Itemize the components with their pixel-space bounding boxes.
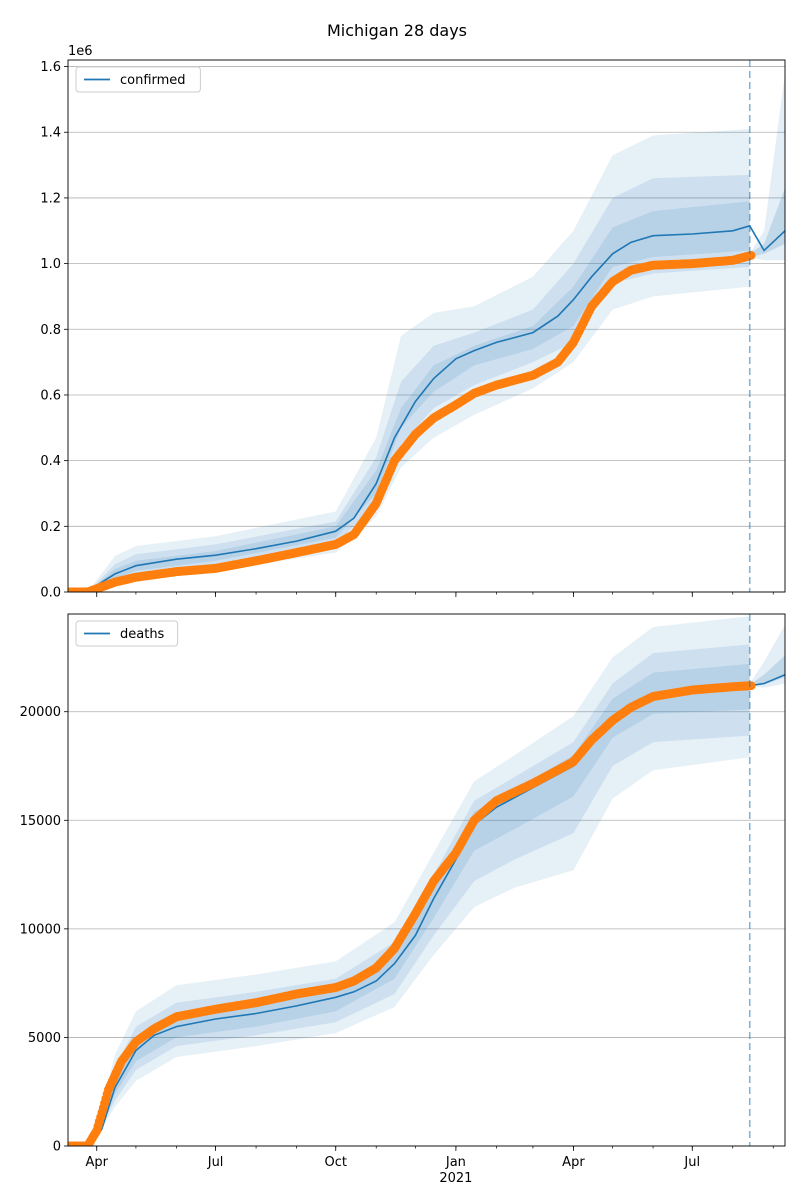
legend-box — [75, 620, 179, 647]
observed-series — [68, 250, 756, 592]
x-tick-label: Apr — [85, 1155, 108, 1170]
y-tick-label: 1.0 — [40, 257, 61, 272]
legend-label: confirmed — [120, 73, 186, 88]
uncertainty-band-inner — [68, 201, 750, 592]
y-tick-label: 0.8 — [40, 323, 61, 338]
legend: confirmed — [75, 66, 201, 93]
y-tick-label: 15000 — [20, 814, 61, 829]
median-line — [68, 224, 785, 592]
legend: deaths — [75, 620, 179, 647]
plot-area — [68, 73, 785, 592]
y-tick-label: 10000 — [20, 922, 61, 937]
plot-area — [68, 616, 785, 1146]
uncertainty-band-middle — [68, 174, 750, 592]
y-tick-label: 20000 — [20, 705, 61, 720]
y-tick-label: 1.2 — [40, 191, 61, 206]
confirmed-panel: 0.0 0.2 0.4 0.6 0.8 1.0 1.2 1.4 1.6 1e6 confirmed — [40, 44, 786, 601]
x-tick-label: Jan — [445, 1155, 466, 1170]
y-tick-label: 1.4 — [40, 126, 61, 141]
x-tick-label: Oct — [324, 1155, 346, 1170]
y-tick-label: 0.0 — [40, 586, 61, 601]
uncertainty-band-middle — [68, 644, 750, 1146]
y-multiplier-label: 1e6 — [68, 44, 93, 59]
uncertainty-band-inner — [68, 663, 750, 1146]
x-tick-label: Apr — [562, 1155, 585, 1170]
deaths-panel: 0 5000 10000 15000 20000 Apr Jul Oct Jan Apr Jul 20… — [20, 613, 786, 1186]
observed-series — [68, 681, 756, 1146]
legend-box — [75, 66, 201, 93]
figure-title: Michigan 28 days — [327, 21, 467, 40]
y-tick-label: 0.4 — [40, 454, 61, 469]
x-tick-label: Jul — [207, 1155, 224, 1170]
forecast-band-outer — [749, 73, 785, 261]
legend-label: deaths — [120, 627, 165, 642]
observed-point — [746, 681, 756, 691]
uncertainty-band-outer — [68, 129, 750, 592]
x-tick-label: Jul — [683, 1155, 700, 1170]
y-tick-label: 0.2 — [40, 520, 61, 535]
y-tick-label: 0.6 — [40, 388, 61, 403]
y-tick-label: 5000 — [28, 1031, 61, 1046]
axes-frame — [67, 59, 786, 593]
x-year-label: 2021 — [439, 1171, 472, 1186]
forecast-band-outer — [749, 624, 785, 688]
y-tick-label: 0 — [53, 1140, 61, 1155]
y-tick-label: 1.6 — [40, 60, 61, 75]
observed-point — [746, 250, 756, 260]
axes-frame — [67, 613, 786, 1147]
